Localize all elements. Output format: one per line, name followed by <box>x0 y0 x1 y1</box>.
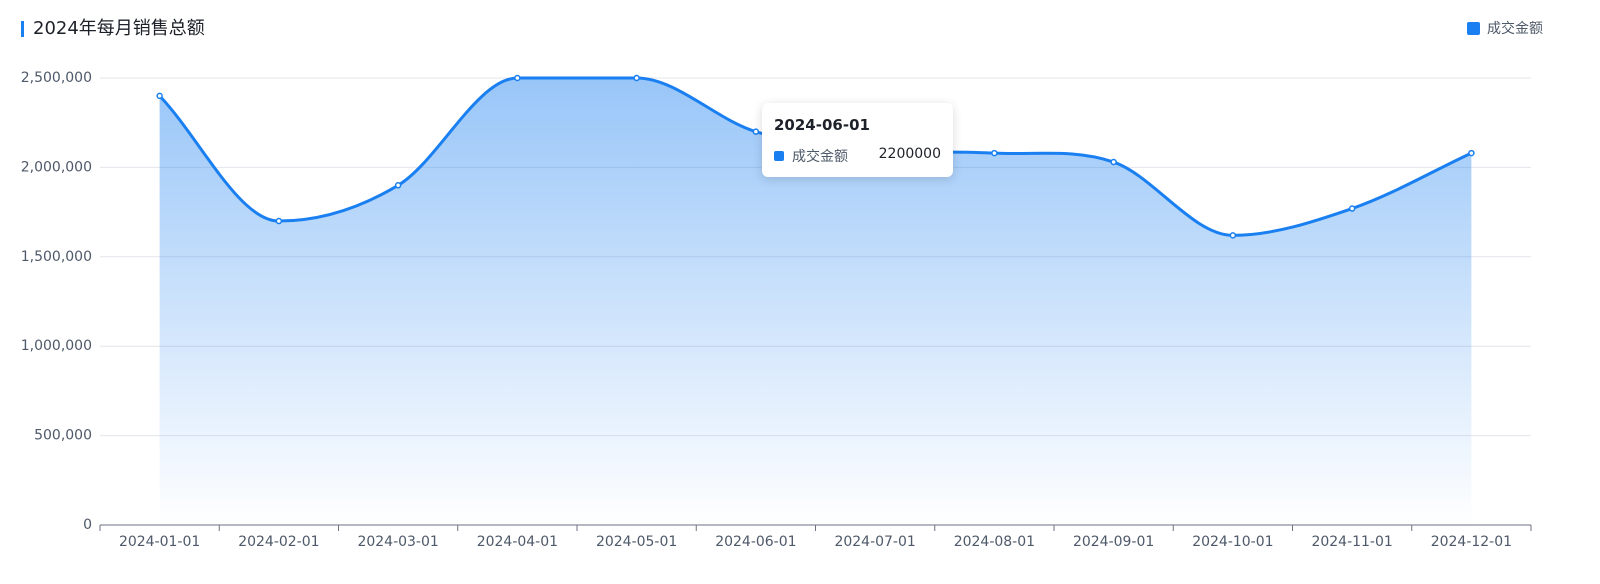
data-point <box>514 74 521 82</box>
tooltip-title: 2024-06-01 <box>774 116 870 134</box>
data-point <box>1110 158 1117 166</box>
tooltip: 2024-06-01 成交金额 2200000 <box>762 103 953 177</box>
tooltip-value: 2200000 <box>878 146 941 162</box>
data-point <box>1229 232 1237 239</box>
legend-swatch <box>1467 22 1480 35</box>
x-tick-label: 2024-06-01 <box>715 534 796 550</box>
y-tick-label: 0 <box>83 517 92 533</box>
tooltip-swatch <box>774 151 784 161</box>
title-accent <box>21 21 24 37</box>
data-point <box>156 92 163 100</box>
x-tick-label: 2024-09-01 <box>1073 534 1154 550</box>
x-tick-label: 2024-12-01 <box>1431 534 1512 550</box>
data-point <box>1348 205 1356 212</box>
x-tick-label: 2024-04-01 <box>477 534 558 550</box>
x-tick-label: 2024-10-01 <box>1192 534 1273 550</box>
data-point <box>991 149 998 157</box>
x-tick-label: 2024-01-01 <box>119 534 200 550</box>
data-point <box>1468 149 1475 157</box>
data-point <box>752 128 760 135</box>
y-tick-label: 2,000,000 <box>21 159 92 175</box>
y-tick-label: 1,500,000 <box>21 249 92 265</box>
x-tick-label: 2024-05-01 <box>596 534 677 550</box>
x-tick-label: 2024-07-01 <box>834 534 915 550</box>
chart-title: 2024年每月销售总额 <box>33 18 205 39</box>
x-tick-label: 2024-11-01 <box>1311 534 1392 550</box>
x-tick-label: 2024-03-01 <box>357 534 438 550</box>
data-point <box>633 74 640 82</box>
legend-label: 成交金额 <box>1487 20 1543 37</box>
y-tick-label: 2,500,000 <box>21 70 92 86</box>
x-tick-label: 2024-02-01 <box>238 534 319 550</box>
x-tick-label: 2024-08-01 <box>954 534 1035 550</box>
y-tick-label: 1,000,000 <box>21 338 92 354</box>
data-point <box>275 217 283 225</box>
data-point <box>394 182 402 189</box>
tooltip-series: 成交金额 <box>792 149 848 165</box>
area <box>159 78 1472 525</box>
y-tick-label: 500,000 <box>34 428 92 444</box>
